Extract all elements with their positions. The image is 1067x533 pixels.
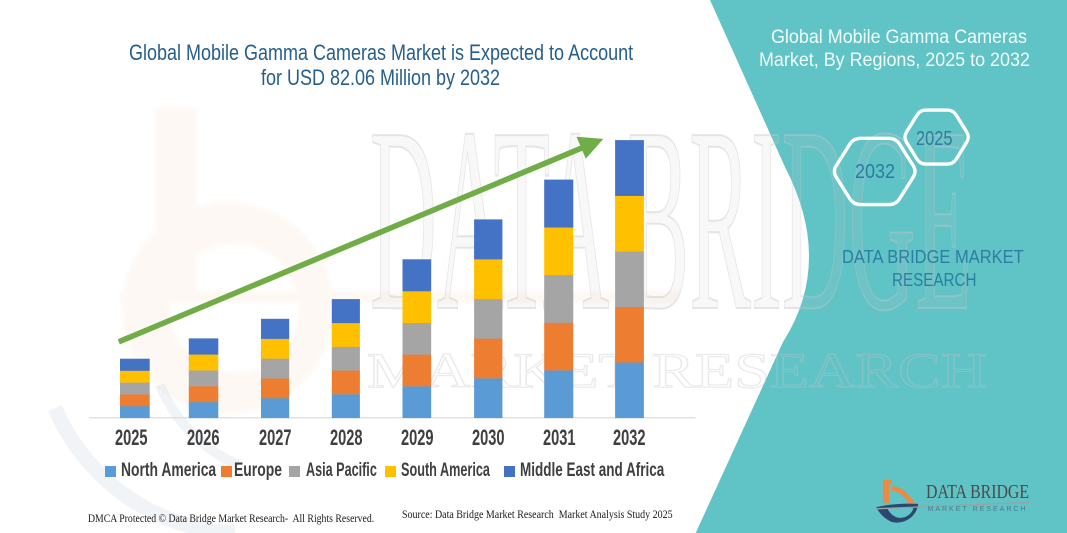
svg-text:DATA BRIDGE: DATA BRIDGE xyxy=(370,74,972,366)
svg-text:MARKET RESEARCH: MARKET RESEARCH xyxy=(367,342,987,398)
